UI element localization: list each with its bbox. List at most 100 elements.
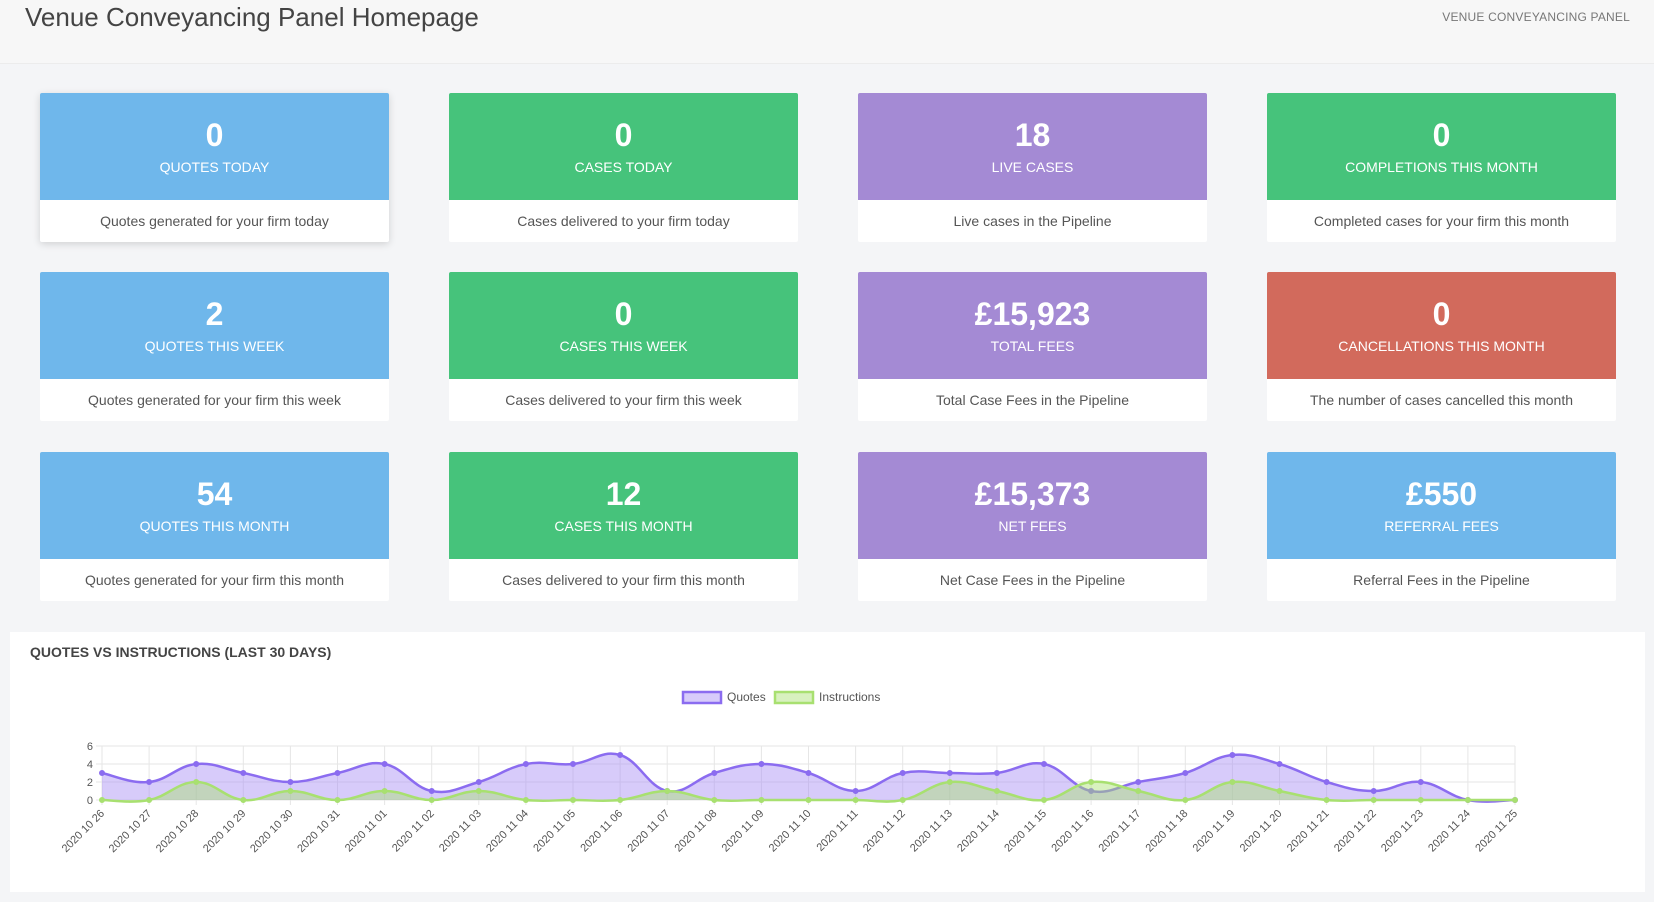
- x-tick-label: 2020 11 02: [390, 808, 437, 855]
- tile-header: 0 CASES TODAY: [449, 93, 798, 200]
- tile-value: 18: [1014, 117, 1051, 153]
- tile-label: NET FEES: [998, 518, 1067, 534]
- legend-label-instructions: Instructions: [819, 690, 880, 704]
- data-point-quotes: [711, 770, 718, 776]
- x-tick-label: 2020 11 19: [1191, 808, 1238, 855]
- stat-tile-net-fees[interactable]: £15,373 NET FEES Net Case Fees in the Pipe…: [858, 452, 1207, 601]
- stat-tile-live-cases[interactable]: 18 LIVE CASES Live cases in the Pipeline: [858, 93, 1207, 242]
- x-tick-label: 2020 11 21: [1285, 808, 1332, 855]
- x-tick-label: 2020 11 04: [484, 808, 531, 855]
- tile-header: 0 COMPLETIONS THIS MONTH: [1267, 93, 1616, 200]
- y-tick-label: 0: [87, 795, 93, 807]
- data-point-instructions: [1417, 797, 1424, 803]
- x-tick-label: 2020 11 16: [1049, 808, 1096, 855]
- legend-swatch-quotes: [681, 690, 723, 705]
- data-point-instructions: [664, 788, 671, 794]
- data-point-instructions: [570, 797, 576, 803]
- data-point-quotes: [1276, 761, 1283, 767]
- tile-description: Cases delivered to your firm today: [517, 213, 730, 229]
- data-point-instructions: [381, 788, 388, 794]
- tile-description: Quotes generated for your firm this mont…: [84, 572, 345, 588]
- x-tick-label: 2020 10 31: [295, 808, 342, 855]
- x-tick-label: 2020 11 13: [908, 808, 955, 855]
- stat-tile-cases-today[interactable]: 0 CASES TODAY Cases delivered to your firm…: [449, 93, 798, 242]
- tile-description: Quotes generated for your firm today: [100, 213, 329, 229]
- tile-value: 12: [605, 476, 642, 512]
- x-tick-label: 2020 11 14: [955, 808, 1002, 855]
- tile-header: 12 CASES THIS MONTH: [449, 452, 798, 559]
- data-point-quotes: [1323, 779, 1330, 785]
- tile-label: COMPLETIONS THIS MONTH: [1345, 159, 1538, 175]
- x-tick-label: 2020 10 30: [248, 808, 295, 855]
- x-tick-label: 2020 11 15: [1002, 808, 1049, 855]
- stat-tile-total-fees[interactable]: £15,923 TOTAL FEES Total Case Fees in the …: [858, 272, 1207, 421]
- data-point-instructions: [240, 797, 247, 803]
- tile-description: Live cases in the Pipeline: [953, 213, 1112, 229]
- stat-tile-completions-this-month[interactable]: 0 COMPLETIONS THIS MONTH Completed cases f…: [1267, 93, 1616, 242]
- data-point-quotes: [240, 770, 247, 776]
- data-point-instructions: [428, 797, 435, 803]
- data-point-instructions: [522, 797, 529, 803]
- tile-label: QUOTES THIS WEEK: [144, 338, 285, 354]
- tile-value: 0: [1432, 117, 1451, 153]
- data-point-instructions: [1088, 779, 1095, 785]
- data-point-instructions: [1323, 797, 1330, 803]
- y-tick-label: 2: [87, 777, 93, 789]
- data-point-quotes: [899, 770, 906, 776]
- data-point-quotes: [946, 770, 953, 776]
- tile-header: £15,373 NET FEES: [858, 452, 1207, 559]
- data-point-instructions: [1276, 788, 1283, 794]
- tile-header: 0 CANCELLATIONS THIS MONTH: [1267, 272, 1616, 379]
- data-point-instructions: [1229, 779, 1236, 785]
- stat-tile-cases-this-month[interactable]: 12 CASES THIS MONTH Cases delivered to you…: [449, 452, 798, 601]
- tile-value: 2: [205, 296, 224, 332]
- data-point-quotes: [334, 770, 341, 776]
- data-point-instructions: [852, 797, 859, 803]
- data-point-quotes: [193, 761, 200, 767]
- stat-tile-cancellations-this-month[interactable]: 0 CANCELLATIONS THIS MONTH The number of c…: [1267, 272, 1616, 421]
- stat-tile-quotes-this-week[interactable]: 2 QUOTES THIS WEEK Quotes generated for yo…: [40, 272, 389, 421]
- x-tick-label: 2020 11 22: [1332, 808, 1379, 855]
- series-area-quotes: [102, 753, 1515, 802]
- data-point-quotes: [1229, 752, 1236, 758]
- x-tick-label: 2020 11 17: [1096, 808, 1143, 855]
- data-point-quotes: [1041, 761, 1047, 767]
- x-tick-label: 2020 11 06: [578, 808, 625, 855]
- legend-swatch-instructions: [773, 690, 815, 705]
- data-point-instructions: [1135, 788, 1142, 794]
- tile-label: TOTAL FEES: [990, 338, 1075, 354]
- tile-label: LIVE CASES: [991, 159, 1074, 175]
- tile-label: CASES THIS MONTH: [554, 518, 693, 534]
- data-point-instructions: [1041, 797, 1047, 803]
- x-tick-label: 2020 11 05: [531, 808, 578, 855]
- tile-value: £15,373: [974, 476, 1091, 512]
- x-tick-label: 2020 10 26: [60, 808, 107, 855]
- data-point-instructions: [1464, 797, 1471, 803]
- data-point-instructions: [805, 797, 812, 803]
- data-point-quotes: [287, 779, 294, 785]
- x-tick-label: 2020 11 01: [343, 808, 390, 855]
- data-point-quotes: [99, 770, 105, 776]
- data-point-quotes: [852, 788, 859, 794]
- x-tick-label: 2020 11 10: [767, 808, 814, 855]
- stat-tile-quotes-today[interactable]: 0 QUOTES TODAY Quotes generated for your f…: [40, 93, 389, 242]
- data-point-instructions: [711, 797, 718, 803]
- data-point-quotes: [522, 761, 529, 767]
- x-tick-label: 2020 11 07: [625, 808, 672, 855]
- tile-description: The number of cases cancelled this month: [1309, 392, 1574, 408]
- data-point-quotes: [1182, 770, 1189, 776]
- stat-tile-cases-this-week[interactable]: 0 CASES THIS WEEK Cases delivered to your …: [449, 272, 798, 421]
- data-point-quotes: [1370, 788, 1377, 794]
- data-point-instructions: [993, 788, 1000, 794]
- data-point-instructions: [617, 797, 624, 803]
- x-tick-label: 2020 11 20: [1238, 808, 1285, 855]
- breadcrumb[interactable]: VENUE CONVEYANCING PANEL: [1442, 10, 1630, 24]
- stat-tile-referral-fees[interactable]: £550 REFERRAL FEES Referral Fees in the Pi…: [1267, 452, 1616, 601]
- stat-tile-quotes-this-month[interactable]: 54 QUOTES THIS MONTH Quotes generated for …: [40, 452, 389, 601]
- tile-header: 2 QUOTES THIS WEEK: [40, 272, 389, 379]
- data-point-quotes: [570, 761, 576, 767]
- data-point-instructions: [287, 788, 294, 794]
- data-point-quotes: [993, 770, 1000, 776]
- data-point-quotes: [1417, 779, 1424, 785]
